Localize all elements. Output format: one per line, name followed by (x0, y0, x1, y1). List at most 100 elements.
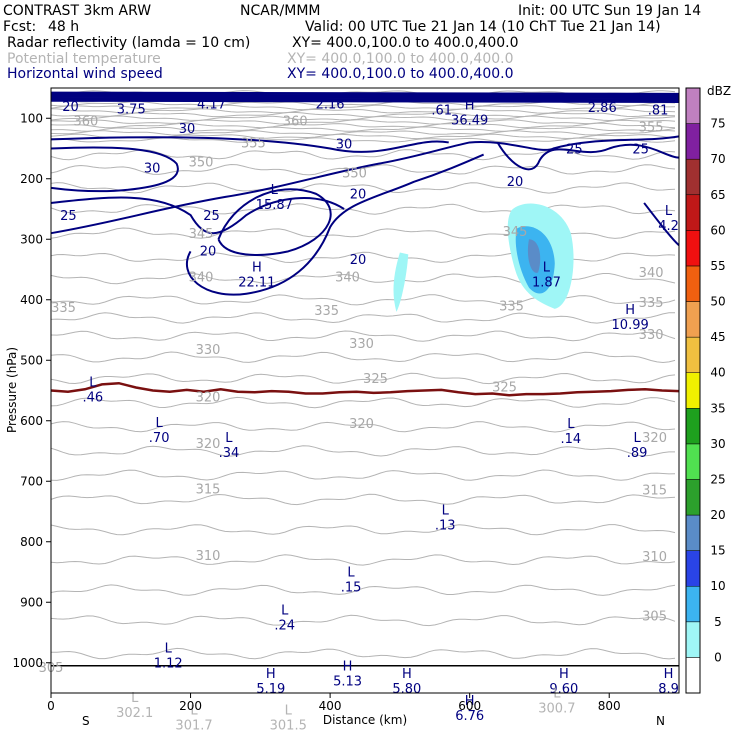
x-end-left: S (82, 714, 90, 728)
field-2-xy: XY= 400.0,100.0 to 400.0,400.0 (287, 51, 514, 67)
theta-label: 335 (499, 300, 524, 315)
colorbar-level-label: 65 (710, 188, 725, 202)
theta-contour-line (50, 524, 676, 536)
wind-contour-25 (643, 202, 680, 247)
theta-label: 350 (342, 167, 367, 182)
wind-label: 30 (336, 138, 353, 153)
theta-label: 320 (196, 390, 221, 405)
extremum-type: L (442, 504, 450, 519)
theta-contour-line (50, 396, 676, 409)
extremum-value: 22.11 (238, 275, 275, 290)
theta-label: 355 (639, 121, 664, 136)
wind-jet-contour (50, 91, 680, 96)
theta-label: 330 (639, 328, 664, 343)
header-center: NCAR/MMM (240, 3, 321, 19)
extremum-value: 5.13 (333, 675, 362, 690)
extremum-value: 15.87 (256, 198, 293, 213)
extremum-type: L (347, 565, 355, 580)
theta-label: 325 (492, 381, 517, 396)
wind-label: 20 (200, 245, 217, 260)
wind-jet-contour (50, 99, 680, 103)
surface-extremum-value: 301.7 (175, 718, 212, 733)
colorbar-swatch (685, 158, 701, 196)
colorbar-level-label: 25 (710, 472, 725, 486)
theta-label: 340 (335, 271, 360, 286)
wind-label: 2.86 (588, 101, 617, 116)
theta-label: 345 (503, 225, 528, 240)
colorbar-level-label: 70 (710, 152, 725, 166)
colorbar-level-label: 0 (714, 650, 722, 664)
reflectivity-5-cell (393, 252, 409, 312)
extremum-value: .14 (561, 432, 582, 447)
theta-label: 335 (314, 304, 339, 319)
theta-label: 345 (189, 227, 214, 242)
theta-label: 320 (642, 431, 667, 446)
wind-label: 30 (144, 162, 161, 177)
colorbar-swatch (685, 621, 701, 658)
surface-extremum-value: 302.1 (116, 706, 153, 721)
colorbar-swatch (685, 123, 701, 160)
theta-contour-line (50, 554, 676, 566)
wind-label: 25 (60, 209, 77, 224)
theta-label: 330 (349, 337, 374, 352)
theta-contour-line (50, 469, 676, 481)
extremum-type: L (165, 642, 173, 657)
theta-label: 315 (642, 484, 667, 499)
theta-label: 325 (363, 372, 388, 387)
theta-contour-line (50, 647, 676, 660)
field-1-name: Radar reflectivity (lamda = 10 cm) (7, 35, 250, 51)
y-tick-label: 1000 (12, 656, 43, 670)
theta-label: 315 (196, 482, 221, 497)
surface-extremum-type: L (285, 703, 293, 718)
theta-contour-line (50, 614, 676, 627)
theta-contour-line (50, 100, 676, 107)
theta-label: 330 (196, 343, 221, 358)
extremum-type: L (665, 204, 673, 219)
wind-label: 4.17 (197, 98, 226, 113)
colorbar-level-label: 50 (710, 295, 725, 309)
extremum-value: 5.19 (256, 682, 285, 697)
theta-label: 320 (349, 417, 374, 432)
extremum-type: L (634, 431, 642, 446)
theta-label: 340 (189, 271, 214, 286)
colorbar-swatch (685, 87, 701, 124)
colorbar-level-label: 10 (710, 579, 725, 593)
axes: 100 200 300 400 500 600 700 800 900 1000 0 200 400 60… (12, 111, 620, 713)
field-2-name: Potential temperature (7, 51, 161, 67)
y-tick-label: 800 (20, 535, 43, 549)
theta-contour-line (50, 227, 676, 239)
colorbar-swatch (685, 372, 701, 409)
theta-contour-line (50, 584, 676, 596)
header-valid: Valid: 00 UTC Tue 21 Jan 14 (10 ChT Tue … (305, 19, 661, 35)
reflectivity-shading (393, 203, 574, 312)
extremum-value: .70 (149, 431, 170, 446)
surface-extremum-type: L (190, 703, 198, 718)
colorbar-level-label: 15 (710, 544, 725, 558)
theta-contour-line (50, 163, 676, 176)
y-tick-label: 500 (20, 353, 43, 367)
theta-label: 310 (196, 549, 221, 564)
extremum-value: 4.2 (658, 219, 679, 234)
theta-contour-line (50, 137, 676, 143)
wind-label: 20 (507, 175, 524, 190)
colorbar-swatch (685, 585, 701, 623)
surface-extremum-value: 300.7 (538, 701, 575, 716)
colorbar-swatch (685, 443, 701, 480)
wind-label: 25 (203, 209, 220, 224)
colorbar-swatch (685, 408, 701, 445)
theta-label: 335 (639, 296, 664, 311)
theta-contour-line (50, 312, 675, 324)
extremum-type: L (281, 603, 289, 618)
theta-contour-line (50, 182, 676, 194)
extremum-value: 1.87 (532, 275, 561, 290)
extremum-type: H (465, 98, 475, 113)
zero-isotherm-line (50, 381, 680, 397)
colorbar-level-label: 35 (710, 401, 725, 415)
header-fcst-value: 48 h (48, 19, 79, 35)
wind-contour-20 (217, 188, 332, 256)
wind-contour-30 (50, 146, 179, 193)
field-3-name: Horizontal wind speed (7, 66, 163, 82)
extremum-value: .34 (219, 446, 240, 461)
theta-contour-line (50, 126, 676, 132)
